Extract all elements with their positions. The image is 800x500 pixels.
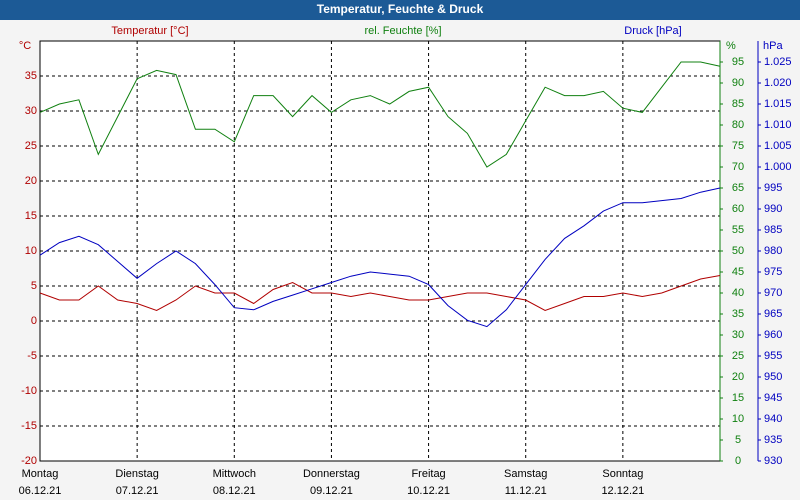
y2-tick-label: 35	[732, 308, 744, 320]
y3-tick-label: 1.000	[764, 161, 792, 173]
y2-tick-label: 45	[732, 266, 744, 278]
y3-tick-label: 980	[764, 245, 782, 257]
y-tick-label: 35	[25, 70, 37, 82]
y3-tick-label: 960	[764, 329, 782, 341]
y-tick-label: 10	[25, 245, 37, 257]
y3-tick-label: 950	[764, 371, 782, 383]
y3-tick-label: 1.010	[764, 119, 792, 131]
y3-tick-label: 930	[764, 455, 782, 467]
x-tick-date: 11.12.21	[505, 485, 547, 497]
series-line	[39, 275, 721, 312]
y2-tick-label: 55	[732, 224, 744, 236]
y3-tick-label: 940	[764, 413, 782, 425]
y2-tick-label: 5	[735, 434, 741, 446]
series-line	[39, 187, 721, 328]
y2-tick-label: 10	[732, 413, 744, 425]
y2-tick-label: 25	[732, 350, 744, 362]
y2-tick-label: 20	[732, 371, 744, 383]
y2-tick-label: 65	[732, 182, 744, 194]
y3-tick-label: 965	[764, 308, 782, 320]
x-tick-label: Freitag	[411, 468, 445, 480]
y3-tick-label: 945	[764, 392, 782, 404]
y-tick-label: -5	[27, 350, 37, 362]
y-axis-unit: °C	[19, 40, 31, 52]
series-line	[39, 61, 721, 168]
y2-tick-label: 70	[732, 161, 744, 173]
y2-axis-unit: %	[726, 40, 736, 52]
legend-label: Temperatur [°C]	[111, 25, 188, 37]
x-tick-label: Donnerstag	[303, 468, 360, 480]
y2-tick-label: 80	[732, 119, 744, 131]
x-tick-date: 10.12.21	[407, 485, 450, 497]
y-tick-label: 25	[25, 140, 37, 152]
x-tick-date: 08.12.21	[213, 485, 256, 497]
y2-tick-label: 50	[732, 245, 744, 257]
y3-tick-label: 935	[764, 434, 782, 446]
y-tick-label: 15	[25, 210, 37, 222]
x-tick-label: Montag	[22, 468, 59, 480]
y3-tick-label: 990	[764, 203, 782, 215]
y3-axis-unit: hPa	[763, 40, 783, 52]
y2-tick-label: 90	[732, 77, 744, 89]
x-tick-date: 09.12.21	[310, 485, 353, 497]
x-tick-label: Mittwoch	[213, 468, 256, 480]
y2-tick-label: 75	[732, 140, 744, 152]
x-tick-label: Samstag	[504, 468, 547, 480]
y3-tick-label: 1.015	[764, 98, 792, 110]
y-tick-label: 30	[25, 105, 37, 117]
y3-tick-label: 975	[764, 266, 782, 278]
y2-tick-label: 95	[732, 56, 744, 68]
y2-tick-label: 40	[732, 287, 744, 299]
y-tick-label: 20	[25, 175, 37, 187]
chart-title: Temperatur, Feuchte & Druck	[317, 2, 484, 16]
y3-tick-label: 1.025	[764, 56, 792, 68]
y3-tick-label: 970	[764, 287, 782, 299]
legend-label: Druck [hPa]	[624, 25, 681, 37]
x-tick-label: Sonntag	[602, 468, 643, 480]
y-tick-label: -10	[21, 385, 37, 397]
y3-tick-label: 1.005	[764, 140, 792, 152]
y2-tick-label: 30	[732, 329, 744, 341]
y3-tick-label: 1.020	[764, 77, 792, 89]
y2-tick-label: 60	[732, 203, 744, 215]
legend-label: rel. Feuchte [%]	[364, 25, 441, 37]
y2-tick-label: 0	[735, 455, 741, 467]
title-bar	[0, 0, 800, 20]
y-tick-label: 0	[31, 315, 37, 327]
x-tick-date: 06.12.21	[19, 485, 62, 497]
y-tick-label: -15	[21, 420, 37, 432]
x-tick-date: 12.12.21	[601, 485, 644, 497]
y3-tick-label: 985	[764, 224, 782, 236]
y2-tick-label: 15	[732, 392, 744, 404]
x-tick-label: Dienstag	[115, 468, 158, 480]
y3-tick-label: 995	[764, 182, 782, 194]
y-tick-label: 5	[31, 280, 37, 292]
x-tick-date: 07.12.21	[116, 485, 159, 497]
y-tick-label: -20	[21, 455, 37, 467]
y3-tick-label: 955	[764, 350, 782, 362]
y2-tick-label: 85	[732, 98, 744, 110]
